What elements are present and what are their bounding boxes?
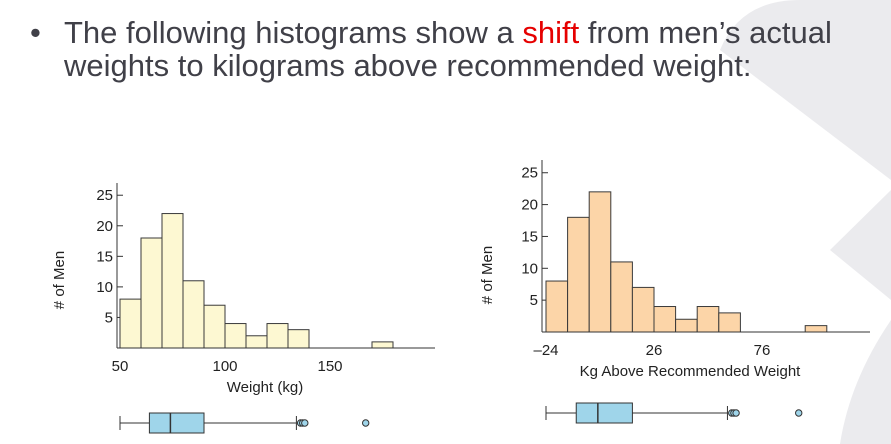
histogram-bar [182,280,205,349]
y-tick-label: 5 [105,309,113,326]
y-tick-label: 25 [521,165,538,182]
boxplot-box [148,412,205,434]
histogram-bar [567,216,590,333]
y-tick-label: 20 [521,197,538,214]
histogram-bar [696,306,720,333]
bullet-symbol: • [30,15,41,50]
histogram-bar [245,335,268,349]
x-tick-label: 50 [112,358,129,375]
histogram-bar [675,318,698,333]
boxplot-outlier [362,419,370,427]
histogram-bar [140,237,163,349]
bullet-text-rest: from men’s actual weights to kilograms a… [64,15,832,83]
kg-above-histogram-chart: # of Men 5 10 15 20 25 –24 26 76 Kg Above Recom… [479,160,870,424]
x-tick-label: 100 [212,358,237,375]
boxplot-outlier [732,409,740,417]
histogram-bar [119,298,142,349]
histogram-bar [371,341,394,349]
watermark-seal [720,0,891,444]
x-tick-label: –24 [533,342,558,359]
x-tick-label: 150 [317,358,342,375]
y-tick-label: 5 [530,292,538,309]
histogram-bar [161,213,184,349]
histogram-bar [545,280,569,333]
y-tick-label: 15 [96,248,113,265]
y-tick-label: 10 [96,279,113,296]
x-tick-label: 26 [646,342,663,359]
boxplot-outlier [795,409,803,417]
highlight-word: shift [522,15,580,50]
bullet-text: The following histograms show a shift fr… [64,16,834,82]
x-tick-label: 76 [754,342,771,359]
x-axis-label: Weight (kg) [227,379,303,396]
y-tick-label: 20 [96,218,113,235]
y-tick-label: 25 [96,187,113,204]
histogram-bar [224,323,247,349]
histogram-bar [610,261,633,333]
y-tick-label: 10 [521,260,538,277]
weight-histogram-chart: # of Men 5 10 15 20 25 50 100 150 Weight (kg) [51,183,435,434]
histogram-bar [631,286,655,333]
bullet-text-intro: The following histograms show a [64,15,523,50]
histogram-bar [287,329,310,349]
y-tick-label: 15 [521,228,538,245]
histogram-bar [804,325,828,333]
histogram-bar [588,191,612,333]
boxplot-outlier [301,419,309,427]
y-axis-label: # of Men [51,251,68,309]
histogram-bar [718,312,741,333]
histogram-bar [266,323,289,349]
histogram-bar [653,306,677,333]
boxplot-box [575,402,633,424]
x-axis-label: Kg Above Recommended Weight [580,363,802,380]
histogram-bar [203,304,226,349]
y-axis-label: # of Men [479,246,496,304]
